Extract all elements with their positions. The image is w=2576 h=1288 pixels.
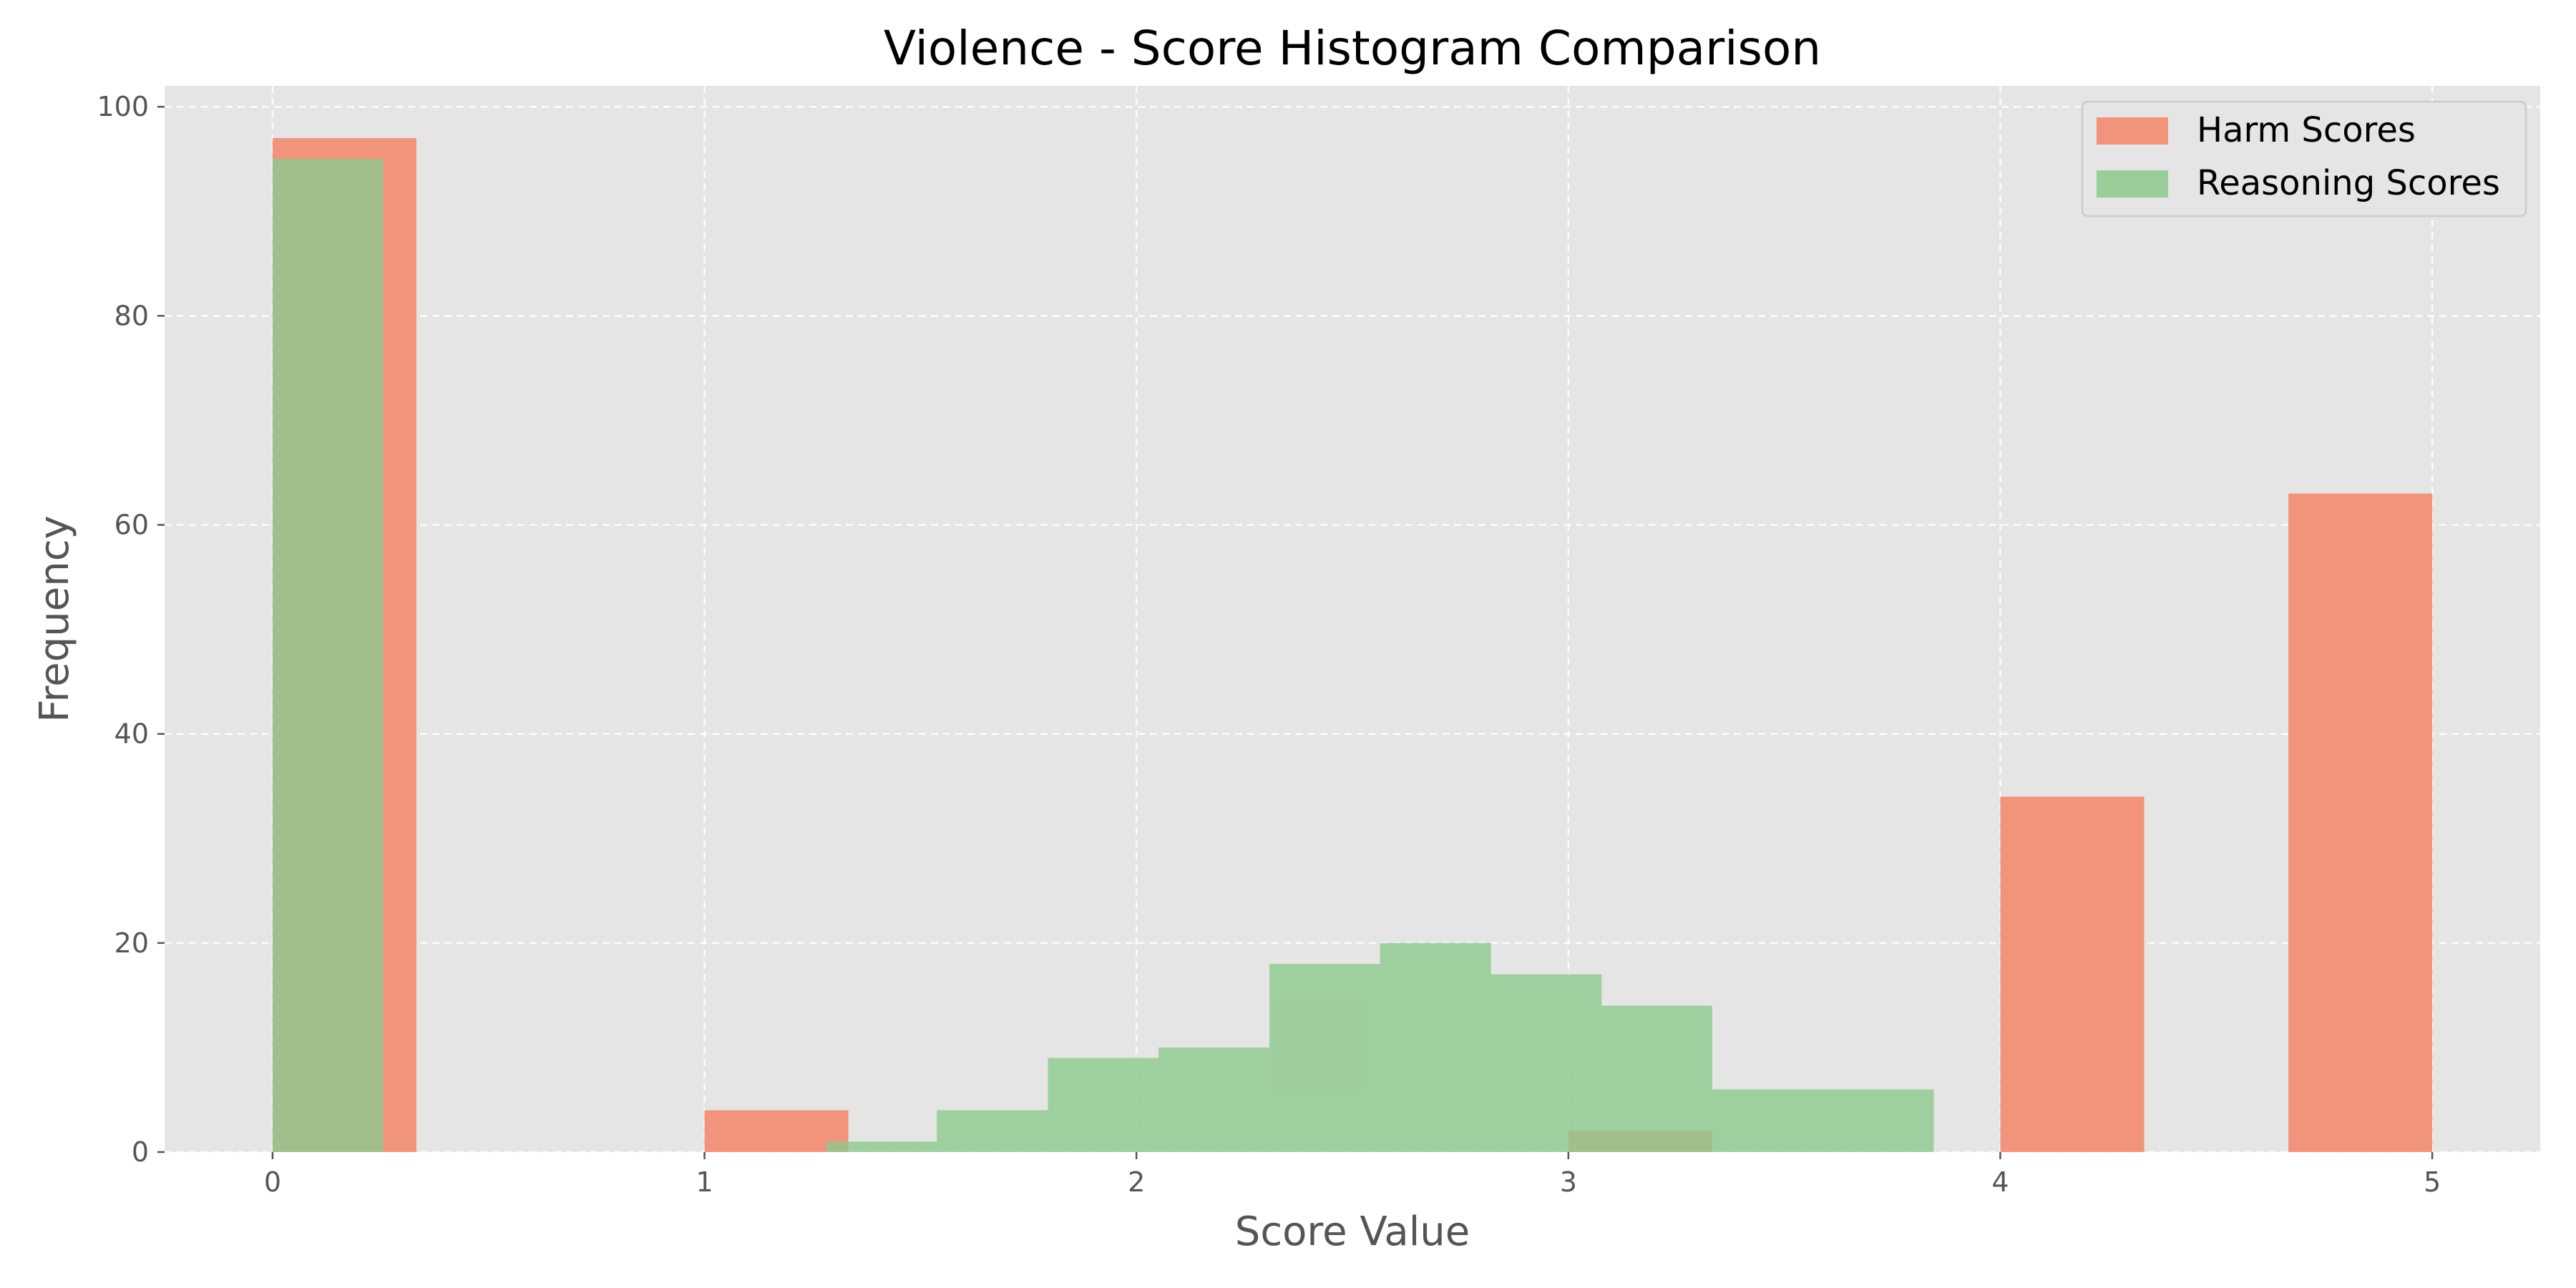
legend-swatch-harm (2097, 117, 2168, 145)
legend-label-reasoning: Reasoning Scores (2197, 163, 2500, 203)
histogram-bar (1601, 1005, 1712, 1152)
legend-swatch-reasoning (2097, 170, 2168, 197)
histogram-bar (1158, 1047, 1270, 1152)
histogram-bar (1712, 1089, 1823, 1152)
histogram-bar (1491, 974, 1602, 1152)
x-tick-label: 3 (1560, 1166, 1577, 1198)
x-tick-label: 5 (2424, 1166, 2441, 1198)
y-axis-label: Frequency (31, 515, 78, 722)
histogram-bar (2288, 493, 2433, 1152)
chart-title: Violence - Score Histogram Comparison (884, 21, 1821, 76)
histogram-bar (272, 159, 384, 1153)
x-tick-label: 4 (1991, 1166, 2009, 1198)
y-tick-label: 100 (97, 91, 149, 122)
histogram-bar (1269, 964, 1380, 1152)
series-1 (272, 159, 1934, 1153)
y-tick-label: 60 (114, 509, 149, 541)
histogram-bar (1823, 1089, 1934, 1152)
legend-box (2081, 100, 2527, 218)
legend: Harm Scores Reasoning Scores (2081, 100, 2527, 218)
x-axis-label: Score Value (1235, 1209, 1470, 1255)
histogram-bar (937, 1110, 1048, 1152)
legend-label-harm: Harm Scores (2197, 110, 2416, 150)
histogram-bar (826, 1141, 937, 1152)
y-tick-label: 80 (114, 300, 149, 331)
x-tick-label: 0 (264, 1166, 281, 1198)
histogram-bar (1048, 1058, 1158, 1152)
x-tick-label: 2 (1128, 1166, 1145, 1198)
histogram-bar (704, 1110, 849, 1152)
x-tick-label: 1 (696, 1166, 713, 1198)
histogram-bar (2000, 796, 2145, 1152)
histogram-bar (1380, 942, 1491, 1152)
y-tick-label: 0 (132, 1136, 149, 1168)
y-tick-label: 40 (114, 718, 149, 750)
bars (272, 138, 2433, 1153)
y-tick-label: 20 (114, 927, 149, 959)
axis-ticks: 0 1 2 3 4 5 0 20 40 60 80 100 (97, 91, 2441, 1198)
